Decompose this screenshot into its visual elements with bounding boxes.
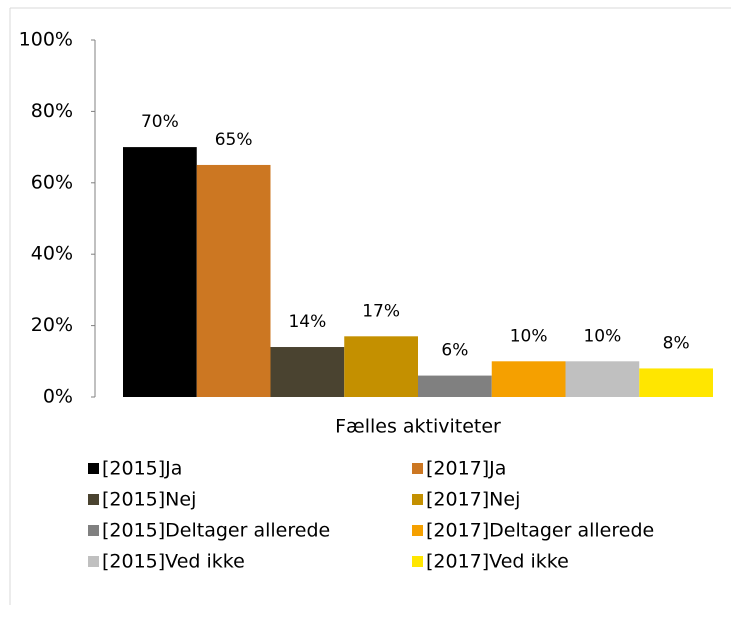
bar (491, 361, 566, 397)
y-tick-label: 40% (31, 243, 73, 265)
data-label: 10% (510, 326, 548, 346)
legend-label: [2017]Deltager allerede (426, 520, 654, 542)
data-label: 65% (215, 130, 253, 150)
legend-label: [2015]Deltager allerede (102, 520, 330, 542)
y-tick-label: 0% (43, 386, 73, 408)
bar (123, 147, 197, 397)
data-label: 70% (141, 112, 179, 132)
legend-swatch (412, 525, 423, 536)
y-tick-label: 80% (31, 100, 73, 122)
legend-swatch (412, 556, 423, 567)
legend-swatch (88, 463, 99, 474)
data-label: 10% (583, 326, 621, 346)
legend-swatch (412, 494, 423, 505)
legend-label: [2017]Nej (426, 489, 520, 511)
y-tick-label: 100% (19, 29, 73, 51)
legend-label: [2017]Ja (426, 458, 506, 480)
legend-label: [2015]Ja (102, 458, 182, 480)
legend-label: [2015]Ved ikke (102, 551, 245, 573)
data-label: 8% (663, 333, 690, 353)
legend-swatch (88, 556, 99, 567)
bar (196, 164, 271, 397)
y-tick-label: 60% (31, 171, 73, 193)
data-label: 6% (441, 341, 468, 361)
bar (565, 361, 640, 397)
bar (344, 336, 418, 397)
y-tick-label: 20% (31, 314, 73, 336)
data-label: 14% (288, 312, 326, 332)
legend-swatch (412, 463, 423, 474)
legend-label: [2015]Nej (102, 489, 196, 511)
legend-swatch (88, 494, 99, 505)
legend-swatch (88, 525, 99, 536)
bar (418, 375, 492, 397)
bar (639, 368, 713, 397)
bar (270, 347, 345, 397)
data-label: 17% (362, 301, 400, 321)
legend-label: [2017]Ved ikke (426, 551, 569, 573)
x-tick-label: Fælles aktiviteter (335, 416, 501, 438)
